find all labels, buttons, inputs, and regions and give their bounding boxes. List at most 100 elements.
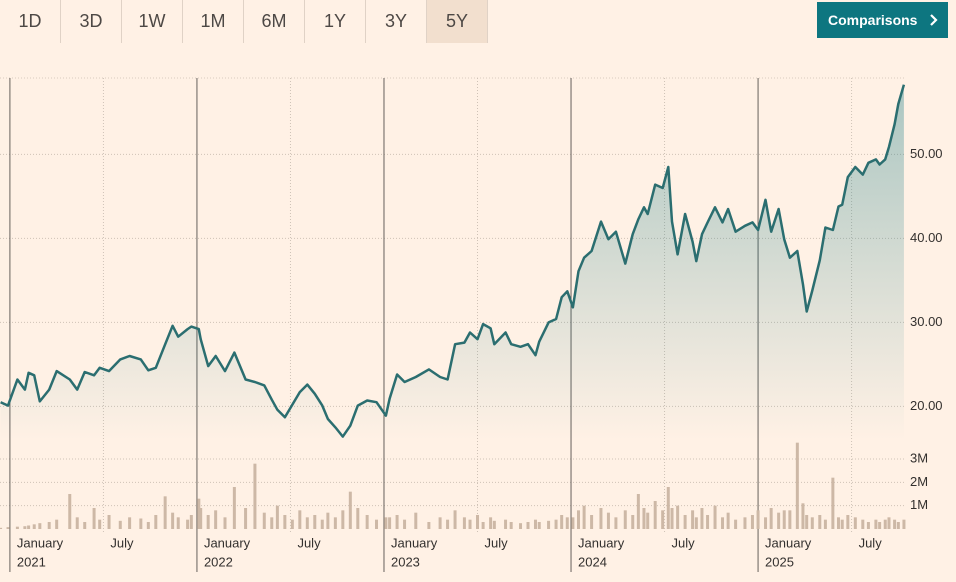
volume-bar [146,522,150,529]
volume-bar [646,512,650,529]
volume-bar [348,491,352,529]
volume-bar [107,515,111,529]
volume-bar [446,519,450,529]
x-tick-label: July [485,535,509,550]
volume-bar [504,519,508,529]
volume-bar [642,508,646,529]
volume-bar [199,508,203,529]
range-button[interactable]: 6M [244,0,305,43]
volume-bar [427,522,431,529]
volume-bar [883,519,887,529]
volume-bar [462,517,466,529]
volume-bar [801,503,805,529]
volume-bar [68,494,72,529]
x-year-label: 2021 [17,554,46,569]
volume-bar [750,515,754,529]
volume-bar [788,510,792,529]
volume-bar [533,519,537,529]
volume-bar [197,498,201,529]
volume-bar [874,519,878,529]
volume-bar [599,508,603,529]
volume-bar [810,517,814,529]
volume-bar [866,522,870,529]
volume-bar [186,519,190,529]
x-tick-label: January [578,535,625,550]
volume-bar [547,520,551,529]
x-year-label: 2023 [391,554,420,569]
volume-bar [23,526,27,529]
volume-bar [270,517,274,529]
volume-bar [582,505,586,529]
volume-bar [98,519,102,529]
comparisons-button[interactable]: Comparisons [817,2,948,38]
range-button[interactable]: 5Y [427,0,488,43]
volume-bar [275,505,279,529]
range-button[interactable]: 3D [61,0,122,43]
volume-bar [290,519,294,529]
volume-bar [365,515,369,529]
volume-bar [384,517,388,529]
x-tick-label: January [204,535,251,550]
volume-bar [683,515,687,529]
volume-bar [283,515,287,529]
volume-bar [571,517,575,529]
volume-bar [27,525,31,529]
volume-bar [818,515,822,529]
volume-bar [388,517,392,529]
volume-bar [341,510,345,529]
volume-bar [92,508,96,529]
volume-bar [670,508,674,529]
volume-bar [189,515,193,529]
volume-bar [298,510,302,529]
x-tick-label: July [110,535,134,550]
volume-bar [32,524,36,529]
x-year-label: 2024 [578,554,607,569]
volume-bar [769,508,773,529]
volume-bar [0,527,3,529]
x-tick-label: July [859,535,883,550]
y2-tick-label: 3M [910,450,928,465]
volume-bar [666,487,670,529]
volume-bar [764,517,768,529]
volume-bar [356,508,360,529]
volume-bar [878,522,882,529]
y-tick-label: 50.00 [910,146,943,161]
volume-bar [721,517,725,529]
range-button[interactable]: 1Y [305,0,366,43]
volume-bar [700,508,704,529]
volume-bar [823,519,827,529]
y2-tick-label: 1M [910,497,928,512]
volume-bar [253,463,257,529]
volume-bar [782,510,786,529]
volume-bar [438,517,442,529]
volume-bar [83,522,87,529]
x-tick-label: July [672,535,696,550]
volume-bar [893,519,897,529]
range-button[interactable]: 3Y [366,0,427,43]
volume-bar [631,515,635,529]
volume-bar [777,512,781,529]
range-button[interactable]: 1M [183,0,244,43]
volume-bar [453,510,457,529]
volume-bar [896,522,900,529]
volume-bar [853,517,857,529]
volume-bar [223,517,227,529]
volume-bar [537,522,541,529]
volume-bar [713,505,717,529]
range-button[interactable]: 1D [0,0,61,43]
volume-bar [606,512,610,529]
volume-bar [840,519,844,529]
volume-bar [565,517,569,529]
price-line [0,84,906,438]
volume-bar [795,442,799,529]
volume-bar [481,522,485,529]
volume-bar [333,517,337,529]
volume-bar [590,515,594,529]
volume-bar [38,523,42,529]
range-button[interactable]: 1W [122,0,183,43]
volume-bar [661,510,665,529]
volume-bar [636,494,640,529]
price-area [0,84,904,440]
volume-bar [489,517,493,529]
volume-bar [694,517,698,529]
